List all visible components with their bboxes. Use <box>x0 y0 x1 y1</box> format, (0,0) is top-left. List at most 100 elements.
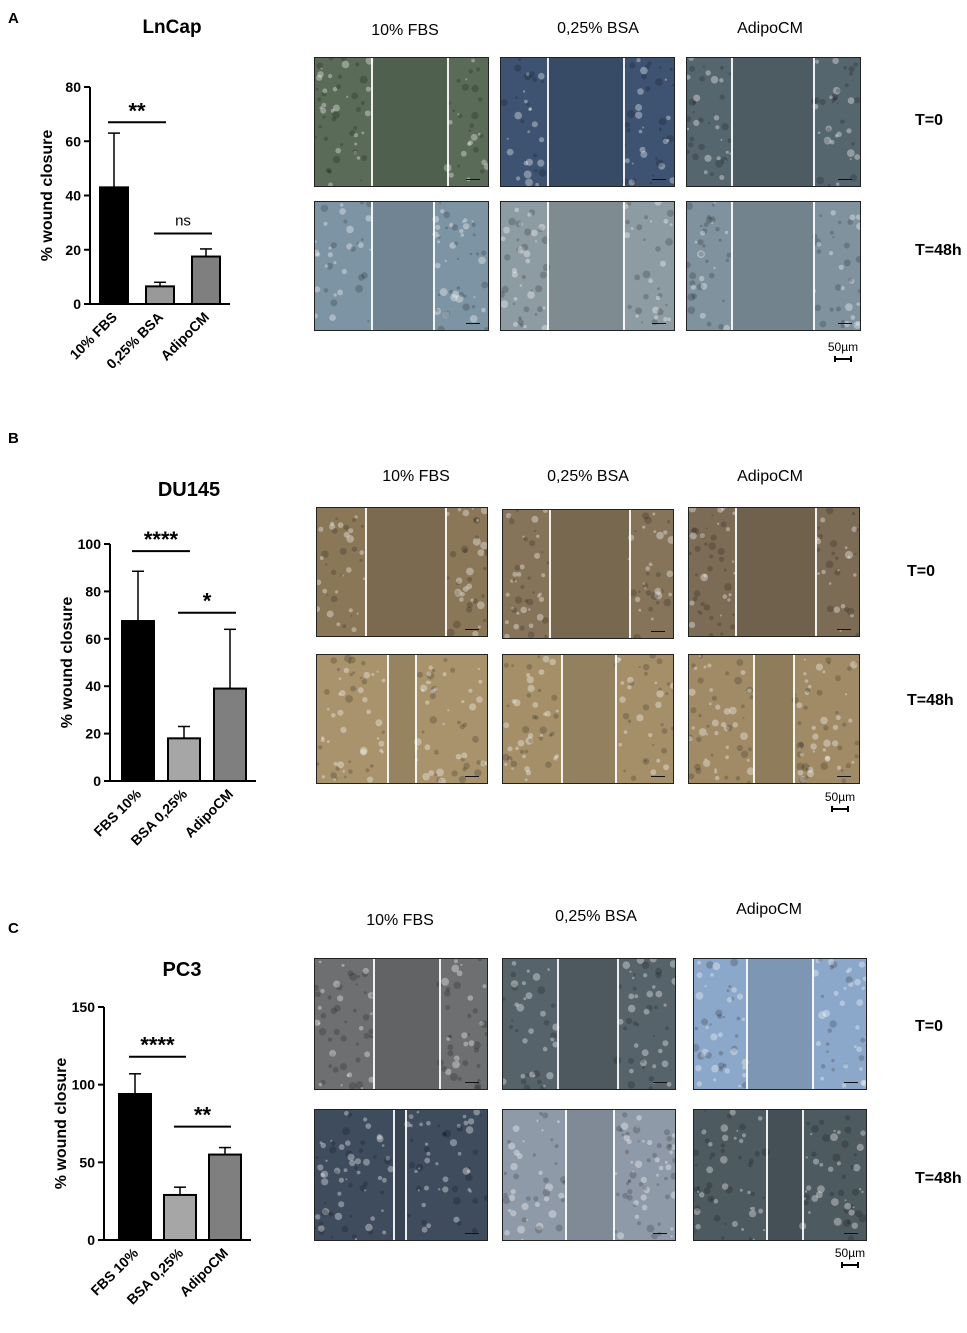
micrograph <box>500 201 675 331</box>
significance-label: * <box>203 589 212 614</box>
y-axis-label: % wound closure <box>59 597 76 729</box>
cell-texture <box>501 202 674 330</box>
y-tick-label: 40 <box>65 188 81 204</box>
scale-bar-label: 50µm <box>827 340 859 354</box>
micrograph <box>693 958 867 1090</box>
wound-edge-line <box>547 202 549 330</box>
panel-letter: A <box>8 10 19 27</box>
cell-texture <box>503 655 673 783</box>
wound-edge-line <box>617 959 619 1089</box>
bar <box>167 737 201 782</box>
wound-edge-line <box>731 202 733 330</box>
wound-edge-line <box>766 1110 768 1240</box>
wound-edge-line <box>371 58 373 186</box>
micro-scale-mark <box>465 1233 479 1234</box>
row-label: T=0 <box>915 1018 944 1035</box>
y-axis-label: % wound closure <box>39 130 56 262</box>
cell-texture <box>694 959 866 1089</box>
micro-scale-mark <box>844 1233 858 1234</box>
bar <box>121 620 155 782</box>
chart-title: LnCap <box>142 17 201 38</box>
cell-texture <box>315 959 487 1089</box>
y-tick-label: 80 <box>85 583 101 599</box>
x-tick-label: AdipoCM <box>176 1245 231 1300</box>
panel-letter: C <box>8 920 19 937</box>
wound-edge-line <box>373 959 375 1089</box>
y-tick-label: 60 <box>65 133 81 149</box>
x-tick-label: AdipoCM <box>181 786 236 841</box>
micrograph <box>502 1109 676 1241</box>
row-label: T=0 <box>915 112 944 129</box>
column-label: 10% FBS <box>366 912 434 929</box>
cell-texture <box>503 959 675 1089</box>
micrograph <box>693 1109 867 1241</box>
panel-c: C PC3 0 50 100 150% wound closure FBS 10% BSA … <box>0 900 967 1333</box>
column-label: 0,25% BSA <box>555 908 637 925</box>
column-label: 10% FBS <box>371 22 439 39</box>
scale-bar: 50µm <box>818 340 868 362</box>
significance-label: ** <box>128 98 146 123</box>
wound-edge-line <box>812 959 814 1089</box>
y-tick-label: 40 <box>85 678 101 694</box>
column-label: AdipoCM <box>737 468 803 485</box>
cell-texture <box>503 1110 675 1240</box>
wound-edge-line <box>405 1110 407 1240</box>
panel-b: B DU145 0 20 40 60 80 100% wound closure FBS 10… <box>0 420 967 900</box>
micrograph <box>316 507 488 637</box>
y-tick-label: 80 <box>65 79 81 95</box>
wound-edge-line <box>623 202 625 330</box>
y-tick-label: 100 <box>78 536 102 552</box>
wound-edge-line <box>549 510 551 638</box>
column-label: 10% FBS <box>382 468 450 485</box>
cell-texture <box>315 58 488 186</box>
y-tick-label: 0 <box>93 773 101 789</box>
micrograph <box>688 654 860 784</box>
row-label: T=48h <box>907 692 954 709</box>
micro-scale-mark <box>466 323 480 324</box>
column-label: AdipoCM <box>736 901 802 918</box>
wound-edge-line <box>802 1110 804 1240</box>
scale-bar-label: 50µm <box>834 1246 866 1260</box>
cell-texture <box>687 58 860 186</box>
wound-edge-line <box>629 510 631 638</box>
cell-texture <box>315 202 488 330</box>
bar <box>191 255 221 305</box>
y-axis-label: % wound closure <box>53 1058 70 1190</box>
wound-edge-line <box>813 202 815 330</box>
y-tick-label: 150 <box>72 999 96 1015</box>
panel-a: A LnCap 0 20 40 60 80 % wound closure 10% FBS 0,… <box>0 0 967 420</box>
wound-edge-line <box>813 58 815 186</box>
wound-edge-line <box>613 1110 615 1240</box>
micro-scale-mark <box>651 631 665 632</box>
significance-label: **** <box>140 1033 175 1058</box>
micro-scale-mark <box>838 323 852 324</box>
wound-edge-line <box>393 1110 395 1240</box>
bar <box>118 1092 152 1241</box>
micrograph <box>500 57 675 187</box>
wound-edge-line <box>746 959 748 1089</box>
x-tick-label: AdipoCM <box>157 309 212 364</box>
scale-bar-line <box>841 1262 859 1268</box>
micro-scale-mark <box>651 776 665 777</box>
wound-edge-line <box>735 508 737 636</box>
cell-texture <box>317 508 487 636</box>
wound-edge-line <box>815 508 817 636</box>
y-tick-label: 20 <box>65 242 81 258</box>
cell-texture <box>501 58 674 186</box>
micro-scale-mark <box>653 1082 667 1083</box>
micro-scale-mark <box>653 1233 667 1234</box>
cell-texture <box>687 202 860 330</box>
wound-edge-line <box>615 655 617 783</box>
wound-edge-line <box>415 655 417 783</box>
micro-scale-mark <box>837 776 851 777</box>
micrograph <box>502 509 674 639</box>
scale-bar-line <box>834 356 852 362</box>
cell-texture <box>689 508 859 636</box>
chart-title: DU145 <box>158 479 220 501</box>
micro-scale-mark <box>465 1082 479 1083</box>
y-tick-label: 100 <box>72 1077 96 1093</box>
scale-bar-label: 50µm <box>824 790 856 804</box>
wound-edge-line <box>547 58 549 186</box>
